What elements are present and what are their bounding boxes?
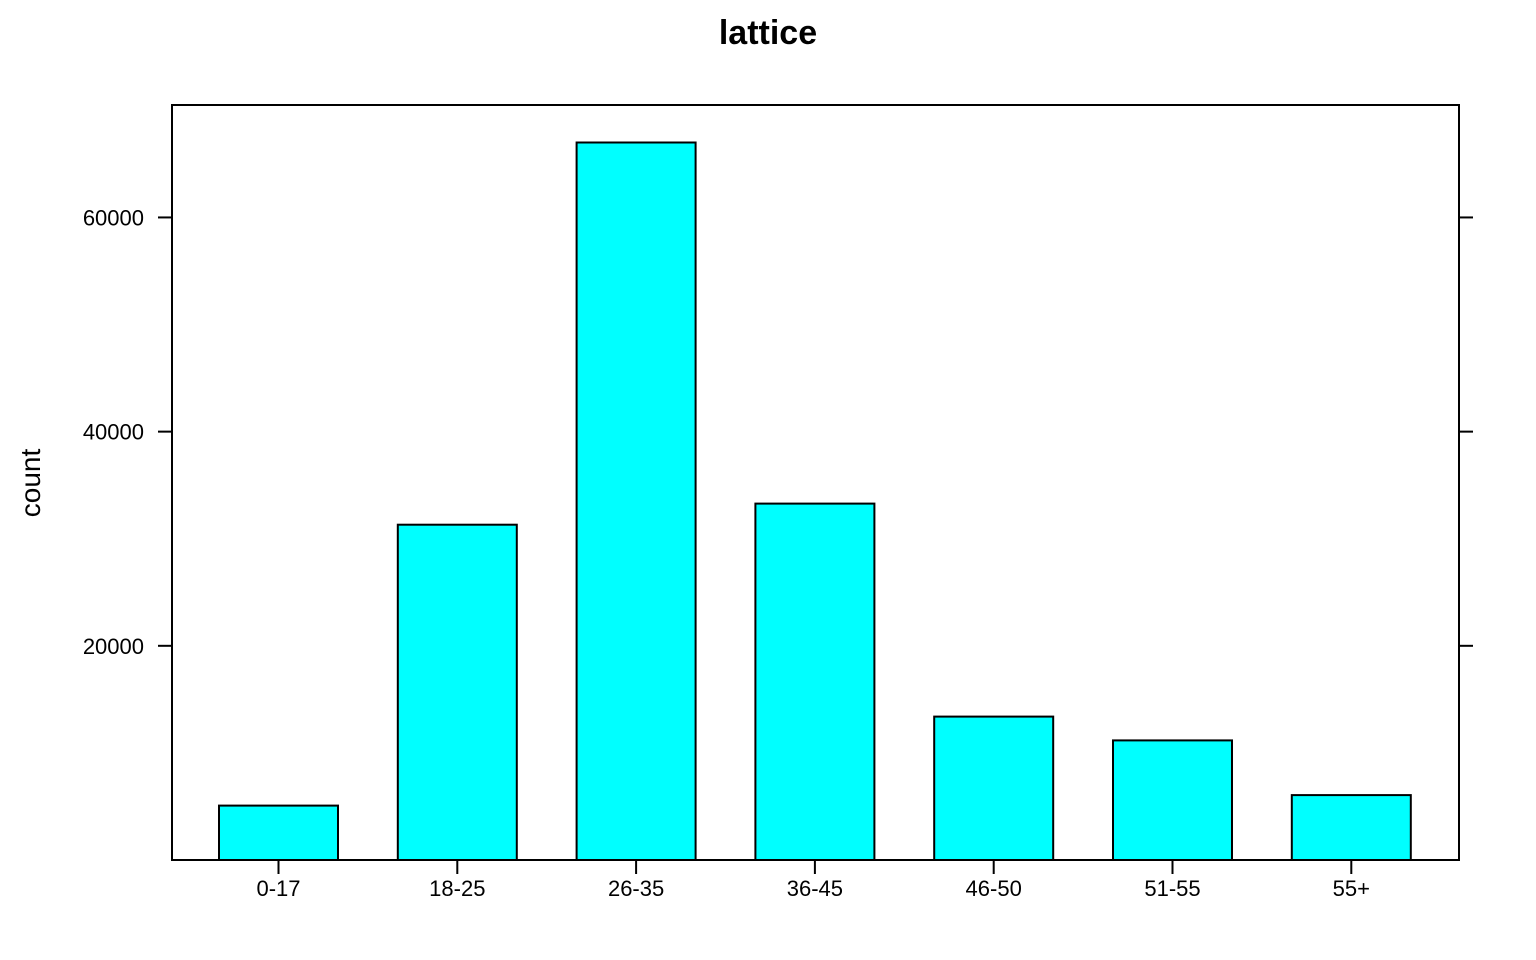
bar-18-25 xyxy=(396,523,518,861)
x-tick-label-46-50: 46-50 xyxy=(966,876,1022,901)
x-tick-label-55+: 55+ xyxy=(1333,876,1370,901)
bar-0-17 xyxy=(218,804,339,861)
x-tick-label-36-45: 36-45 xyxy=(787,876,843,901)
x-tick-label-51-55: 51-55 xyxy=(1144,876,1200,901)
chart-title: lattice xyxy=(719,14,817,52)
y-tick-label-60000: 60000 xyxy=(83,205,144,230)
bars-group xyxy=(218,141,1412,862)
bar-46-50 xyxy=(933,715,1055,861)
bar-36-45 xyxy=(754,502,876,861)
x-tick-label-26-35: 26-35 xyxy=(608,876,664,901)
bar-55+ xyxy=(1290,794,1412,861)
y-axis-label: count xyxy=(15,449,46,518)
bar-26-35 xyxy=(575,141,697,861)
bar-51-55 xyxy=(1112,739,1233,862)
plot-frame xyxy=(171,104,1460,861)
x-tick-label-0-17: 0-17 xyxy=(256,876,300,901)
y-tick-label-20000: 20000 xyxy=(83,634,144,659)
y-tick-label-40000: 40000 xyxy=(83,420,144,445)
x-tick-label-18-25: 18-25 xyxy=(429,876,485,901)
axes-group: 0-17 18-25 26-35 36-45 46-50 51-55 55+ 20000 400… xyxy=(83,205,1473,901)
